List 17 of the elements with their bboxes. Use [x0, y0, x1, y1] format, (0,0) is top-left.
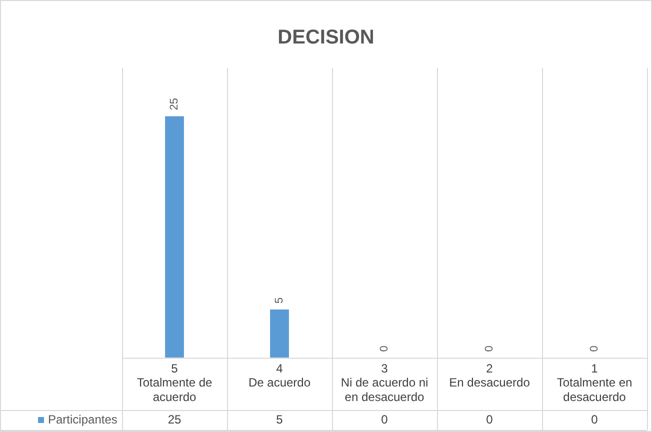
annotation: 0: [378, 346, 391, 352]
data-label: 5: [276, 412, 284, 426]
annotation: 0: [484, 346, 496, 352]
legend-label: Participantes: [48, 412, 118, 426]
chart-title: DECISION: [278, 26, 374, 49]
x-tick-label: 5 Totalmente de acuerdo: [136, 361, 213, 404]
text: 25: [168, 98, 181, 110]
data-label: 25: [168, 412, 182, 426]
data-label: 0: [591, 412, 598, 426]
data-label: 0: [486, 412, 494, 426]
x-tick-label: 4 De acuerdo: [248, 361, 311, 390]
data-label: 0: [381, 412, 388, 426]
x-tick-label: 1 Totalmente en desacuerdo: [556, 361, 632, 404]
annotation: 5: [274, 297, 286, 304]
x-tick-label: 2 En desacuerdo: [449, 361, 530, 390]
x-tick-label: 3 Ni de acuerdo ni en desacuerdo: [340, 361, 428, 404]
annotation: 0: [588, 346, 601, 352]
